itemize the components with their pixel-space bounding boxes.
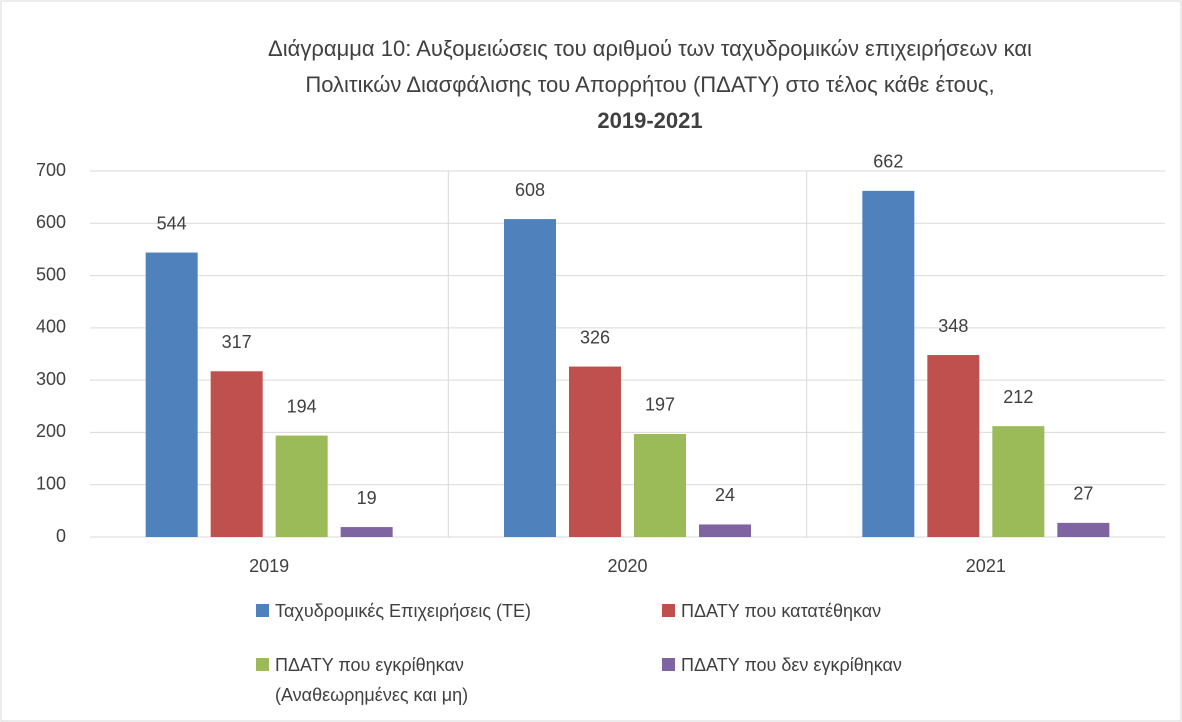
data-label: 608 xyxy=(515,180,545,200)
legend-swatch xyxy=(662,658,675,671)
legend-swatch xyxy=(256,658,269,671)
x-tick-label: 2019 xyxy=(249,556,289,576)
data-label: 24 xyxy=(715,485,735,505)
y-tick-label: 0 xyxy=(56,526,66,546)
bar xyxy=(569,366,621,537)
y-tick-label: 600 xyxy=(36,212,66,232)
bar xyxy=(145,252,198,537)
y-tick-label: 100 xyxy=(36,473,66,493)
bar xyxy=(210,371,263,537)
legend-swatch xyxy=(256,604,269,617)
y-tick-label: 400 xyxy=(36,317,66,337)
data-label: 326 xyxy=(580,327,610,347)
legend-label: ΠΔΑΤΥ που εγκρίθηκαν (Αναθεωρημένες και … xyxy=(275,655,469,705)
chart-title: Πολιτικών Διασφάλισης του Απορρήτου (ΠΔΑ… xyxy=(305,72,994,97)
data-label: 27 xyxy=(1073,484,1093,504)
legend-label: Ταχυδρομικές Επιχειρήσεις (ΤΕ) xyxy=(275,601,531,621)
data-label: 212 xyxy=(1003,387,1033,407)
legend-item: Ταχυδρομικές Επιχειρήσεις (ΤΕ) xyxy=(256,598,662,626)
data-label: 317 xyxy=(222,332,252,352)
y-tick-label: 700 xyxy=(36,160,66,180)
bar xyxy=(275,435,328,537)
legend: Ταχυδρομικές Επιχειρήσεις (ΤΕ) ΠΔΑΤΥ που … xyxy=(256,598,1056,710)
legend-item: ΠΔΑΤΥ που εγκρίθηκαν (Αναθεωρημένες και … xyxy=(256,652,662,710)
legend-swatch xyxy=(662,604,675,617)
x-tick-label: 2020 xyxy=(607,556,647,576)
bar xyxy=(862,190,915,537)
bar xyxy=(504,219,556,538)
bar xyxy=(634,433,686,537)
bar xyxy=(927,355,980,537)
bar xyxy=(1057,522,1110,537)
bar xyxy=(340,527,393,537)
legend-label: ΠΔΑΤΥ που κατατέθηκαν xyxy=(681,601,882,621)
bar xyxy=(699,524,751,537)
x-tick-label: 2021 xyxy=(966,556,1006,576)
y-tick-label: 300 xyxy=(36,369,66,389)
chart-title: 2019-2021 xyxy=(597,108,702,133)
legend-item: ΠΔΑΤΥ που κατατέθηκαν xyxy=(662,598,1056,626)
legend-item: ΠΔΑΤΥ που δεν εγκρίθηκαν xyxy=(662,652,1056,710)
legend-label: ΠΔΑΤΥ που δεν εγκρίθηκαν xyxy=(681,655,902,675)
data-label: 194 xyxy=(287,396,317,416)
data-label: 197 xyxy=(645,395,675,415)
data-label: 544 xyxy=(157,213,187,233)
y-tick-label: 500 xyxy=(36,264,66,284)
data-label: 19 xyxy=(357,488,377,508)
y-tick-label: 200 xyxy=(36,421,66,441)
data-label: 348 xyxy=(938,316,968,336)
chart-title: Διάγραμμα 10: Αυξομειώσεις του αριθμού τ… xyxy=(268,36,1032,61)
data-label: 662 xyxy=(873,152,903,172)
bar xyxy=(992,426,1045,537)
